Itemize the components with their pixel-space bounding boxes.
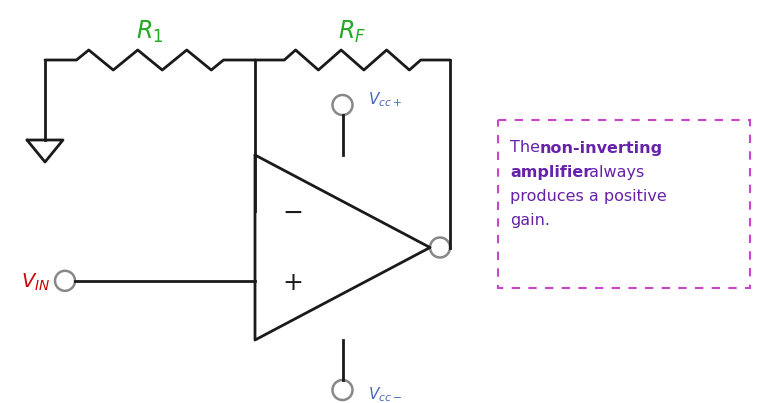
Text: non-inverting: non-inverting [540,141,663,156]
Text: amplifier: amplifier [510,164,591,179]
Text: always: always [584,164,644,179]
Text: $V_{IN}$: $V_{IN}$ [21,272,50,293]
Text: $R_1$: $R_1$ [137,19,164,45]
Text: $V_{cc-}$: $V_{cc-}$ [368,386,402,403]
Text: $V_{cc+}$: $V_{cc+}$ [368,91,402,109]
Text: gain.: gain. [510,212,550,228]
Text: $R_F$: $R_F$ [339,19,366,45]
FancyBboxPatch shape [498,120,750,288]
Text: −: − [283,201,303,224]
Text: The: The [510,141,545,156]
Text: +: + [283,271,303,295]
Text: produces a positive: produces a positive [510,189,667,204]
